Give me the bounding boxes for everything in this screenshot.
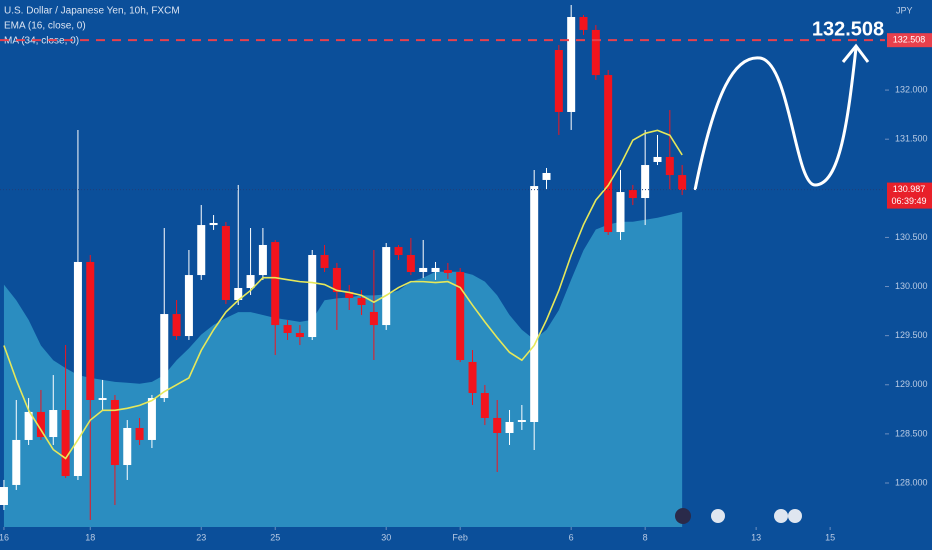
x-tick-label: 23 xyxy=(196,532,206,542)
candle-body xyxy=(480,393,489,418)
price-axis xyxy=(885,0,932,550)
event-icon[interactable] xyxy=(774,509,788,523)
candle-body xyxy=(505,421,514,433)
x-tick-label: 8 xyxy=(643,532,648,542)
candle-body xyxy=(357,298,366,306)
ma-area xyxy=(3,211,683,527)
x-tick-label: 16 xyxy=(0,532,9,542)
candle-body xyxy=(246,275,255,289)
y-tick-label: 129.500 xyxy=(895,330,928,340)
last-price-label: 130.987 xyxy=(893,184,926,194)
candle-body xyxy=(456,271,465,361)
candle-body xyxy=(221,226,230,300)
candle-body xyxy=(295,332,304,338)
y-tick-label: 128.500 xyxy=(895,428,928,438)
candle-body xyxy=(320,255,329,268)
candle-body xyxy=(641,165,650,199)
axis-label: JPY xyxy=(896,5,913,15)
x-tick-label: 18 xyxy=(85,532,95,542)
candle-body xyxy=(73,261,82,477)
candle-body xyxy=(406,255,415,272)
candle-body xyxy=(197,225,206,276)
event-icon[interactable] xyxy=(788,509,802,523)
y-tick-label: 128.000 xyxy=(895,477,928,487)
candle-body xyxy=(431,267,440,272)
x-tick-label: Feb xyxy=(452,532,468,542)
candle-body xyxy=(110,399,119,466)
legend-entry: MA (34, close, 0) xyxy=(4,36,79,47)
candle-body xyxy=(579,16,588,30)
candle-body xyxy=(591,29,600,76)
candle-body xyxy=(628,189,637,199)
x-tick-label: 15 xyxy=(825,532,835,542)
x-tick-label: 13 xyxy=(751,532,761,542)
ema-line xyxy=(3,129,683,460)
candle-body xyxy=(665,156,674,176)
candle-body xyxy=(382,247,391,326)
candle-body xyxy=(123,427,132,466)
candle-body xyxy=(604,75,613,233)
candle-body xyxy=(554,49,563,112)
countdown-label: 06:39:49 xyxy=(891,196,926,206)
candle-body xyxy=(98,398,107,400)
candle-body xyxy=(443,270,452,273)
candle-body xyxy=(49,410,58,438)
candle-body xyxy=(209,222,218,226)
candle-body xyxy=(616,192,625,233)
candle-body xyxy=(678,175,687,190)
candle-body xyxy=(567,16,576,112)
candle-body xyxy=(135,427,144,440)
event-icon[interactable] xyxy=(675,508,691,524)
y-tick-label: 129.000 xyxy=(895,379,928,389)
y-tick-label: 130.500 xyxy=(895,232,928,242)
candle-body xyxy=(61,410,70,477)
x-tick-label: 6 xyxy=(569,532,574,542)
x-tick-label: 30 xyxy=(381,532,391,542)
candle-body xyxy=(0,487,8,505)
projection-curve xyxy=(693,47,858,191)
candle-body xyxy=(283,325,292,333)
candle-body xyxy=(419,267,428,272)
candle-body xyxy=(345,292,354,299)
candle-body xyxy=(36,411,45,438)
candle-body xyxy=(24,411,33,440)
candle-body xyxy=(258,244,267,276)
candle-body xyxy=(234,288,243,300)
candle-body xyxy=(394,247,403,256)
chart-title: U.S. Dollar / Japanese Yen, 10h, FXCM xyxy=(4,6,180,17)
y-tick-label: 131.500 xyxy=(895,134,928,144)
target-price-label: 132.508 xyxy=(893,35,926,45)
target-annotation: 132.508 xyxy=(812,18,884,40)
candle-body xyxy=(493,417,502,433)
last-price-box xyxy=(887,182,932,209)
candle-body xyxy=(542,172,551,180)
candle-body xyxy=(160,314,169,399)
candle-body xyxy=(308,255,317,338)
y-tick-label: 132.000 xyxy=(895,84,928,94)
candle-body xyxy=(86,261,95,400)
candle-body xyxy=(369,311,378,326)
candle-body xyxy=(653,156,662,162)
candle-body xyxy=(184,275,193,337)
candle-body xyxy=(12,439,21,485)
candle-body xyxy=(332,267,341,293)
candle-body xyxy=(172,314,181,337)
event-icon[interactable] xyxy=(711,509,725,523)
candle-body xyxy=(517,420,526,422)
candle-body xyxy=(271,242,280,326)
x-tick-label: 25 xyxy=(270,532,280,542)
target-price-box xyxy=(887,33,932,48)
candle-body xyxy=(468,361,477,394)
legend-entry: EMA (16, close, 0) xyxy=(4,21,86,32)
y-tick-label: 130.000 xyxy=(895,281,928,291)
projection-arrowhead xyxy=(841,43,870,63)
candle-body xyxy=(147,398,156,440)
candle-body xyxy=(530,186,539,422)
